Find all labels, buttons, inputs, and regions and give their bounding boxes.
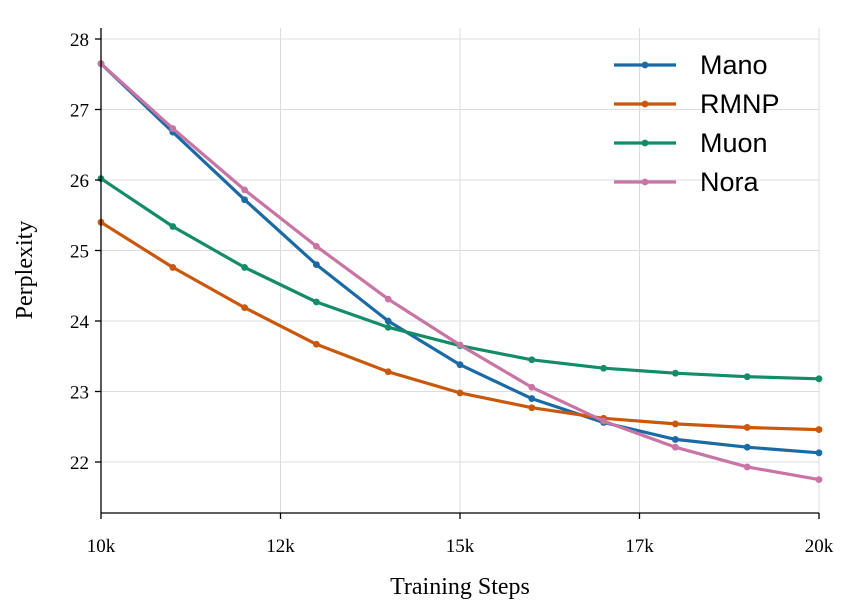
legend-label-rmnp: RMNP: [700, 89, 780, 119]
series-layer: [97, 60, 823, 484]
series-rmnp: [97, 218, 823, 433]
data-point-mano: [313, 261, 320, 268]
legend-label-mano: Mano: [700, 50, 768, 80]
data-point-rmnp: [456, 389, 464, 397]
legend-item-nora: Nora: [614, 167, 760, 197]
data-point-rmnp: [528, 404, 536, 412]
data-point-mano: [384, 317, 392, 325]
legend: Mano RMNP Muon Nora: [614, 50, 780, 197]
data-point-muon: [169, 223, 177, 230]
data-point-nora: [600, 417, 607, 425]
legend-item-rmnp: RMNP: [614, 89, 780, 119]
data-point-nora: [384, 295, 392, 303]
data-point-mano: [528, 395, 536, 402]
data-point-nora: [743, 463, 751, 471]
data-point-mano: [743, 443, 751, 451]
data-point-rmnp: [169, 264, 177, 271]
x-tick-label: 17k: [625, 536, 654, 557]
data-point-nora: [528, 383, 536, 391]
legend-marker-muon: [641, 139, 649, 147]
y-tick-label: 22: [70, 453, 89, 474]
data-point-nora: [456, 341, 464, 349]
y-tick-label: 26: [70, 171, 89, 192]
data-point-muon: [528, 356, 536, 364]
data-point-muon: [313, 298, 320, 306]
data-point-muon: [241, 264, 249, 271]
data-point-rmnp: [815, 426, 823, 433]
legend-item-muon: Muon: [614, 128, 768, 158]
data-point-muon: [600, 364, 607, 372]
data-point-nora: [672, 443, 679, 451]
y-axis-title: Perplexity: [12, 221, 38, 320]
y-tick-label: 25: [70, 242, 89, 263]
x-tick-label: 10k: [87, 536, 116, 557]
data-point-mano: [815, 449, 823, 457]
data-point-rmnp: [384, 368, 392, 376]
data-point-nora: [241, 186, 249, 194]
legend-label-muon: Muon: [700, 128, 768, 158]
data-point-mano: [456, 361, 464, 369]
data-point-mano: [672, 436, 679, 443]
data-point-nora: [313, 242, 320, 250]
data-point-mano: [241, 196, 249, 204]
data-point-rmnp: [672, 420, 679, 428]
data-point-muon: [672, 369, 679, 377]
data-point-rmnp: [241, 304, 249, 312]
legend-item-mano: Mano: [614, 50, 768, 80]
x-tick-label: 15k: [446, 536, 475, 557]
y-tick-label: 27: [70, 101, 89, 122]
y-tick-label: 24: [70, 312, 90, 333]
data-point-muon: [815, 375, 823, 383]
data-point-nora: [815, 476, 823, 484]
y-tick-label: 23: [70, 383, 89, 404]
data-point-rmnp: [743, 424, 751, 431]
x-tick-label: 12k: [266, 536, 295, 557]
x-tick-label: 20k: [805, 536, 834, 557]
data-point-muon: [384, 323, 392, 331]
legend-marker-nora: [641, 178, 649, 186]
legend-marker-rmnp: [641, 100, 649, 108]
data-point-muon: [743, 373, 751, 381]
ticks: 10k 12k 15k 17k 20k 22 23 24 25 26 27 28: [70, 30, 834, 557]
y-tick-label: 28: [70, 30, 89, 51]
x-axis-title: Training Steps: [390, 574, 530, 600]
data-point-nora: [169, 125, 177, 132]
data-point-rmnp: [313, 340, 320, 348]
legend-marker-mano: [641, 61, 649, 69]
legend-label-nora: Nora: [700, 167, 760, 197]
